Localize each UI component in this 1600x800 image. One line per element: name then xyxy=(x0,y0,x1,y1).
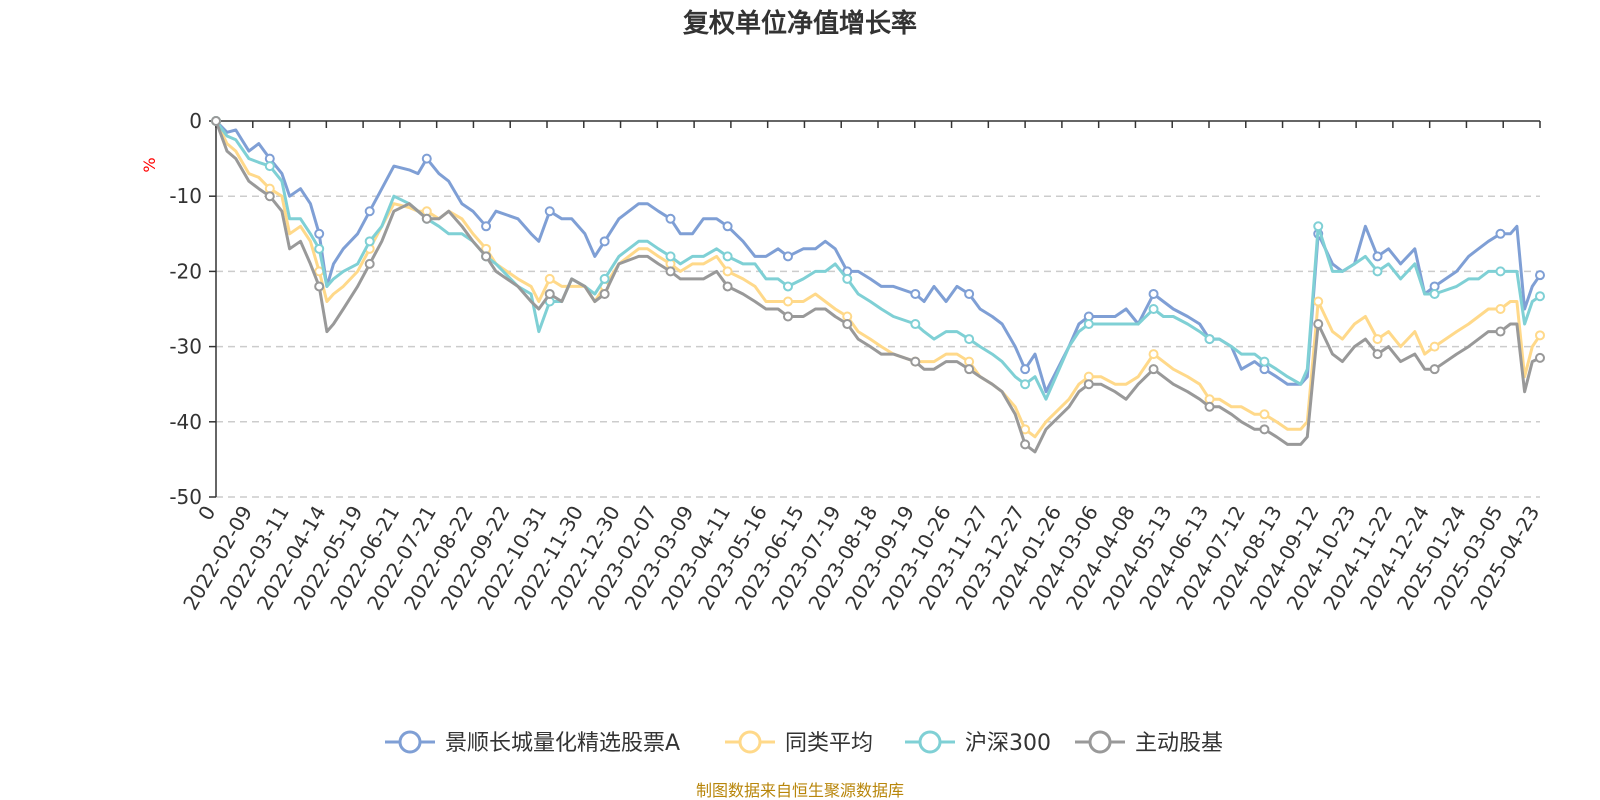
series-point xyxy=(1150,365,1158,373)
series-point xyxy=(1536,271,1544,279)
series-point xyxy=(1496,305,1504,313)
grid-lines xyxy=(216,196,1540,497)
series-line-1 xyxy=(216,121,1540,437)
series-point xyxy=(423,215,431,223)
series-point xyxy=(965,365,973,373)
legend-item-1[interactable]: 同类平均 xyxy=(725,731,873,756)
series-point xyxy=(667,252,675,260)
series-point xyxy=(1536,354,1544,362)
series-point xyxy=(1314,222,1322,230)
series-point xyxy=(1431,365,1439,373)
series-point xyxy=(965,290,973,298)
series-point xyxy=(315,230,323,238)
legend-swatch-marker xyxy=(400,732,420,752)
series-point xyxy=(1021,365,1029,373)
series-point xyxy=(1374,350,1382,358)
series-point xyxy=(1496,328,1504,336)
legend-swatch-marker xyxy=(1090,732,1110,752)
y-axis-unit-label: % xyxy=(140,157,159,172)
series-point xyxy=(724,267,732,275)
series-point xyxy=(911,358,919,366)
legend-label: 景顺长城量化精选股票A xyxy=(445,731,680,756)
legend-label: 主动股基 xyxy=(1135,731,1223,756)
series-point xyxy=(482,252,490,260)
axes: 0-10-20-30-40-5002022-02-092022-03-11202… xyxy=(169,109,1544,614)
legend-label: 同类平均 xyxy=(785,731,873,756)
series-lines xyxy=(212,117,1544,452)
legend-swatch-marker xyxy=(920,732,940,752)
series-point xyxy=(1260,358,1268,366)
y-tick-label: -30 xyxy=(169,335,202,359)
series-point xyxy=(1374,335,1382,343)
series-point xyxy=(1260,410,1268,418)
series-point xyxy=(965,335,973,343)
series-point xyxy=(1536,331,1544,339)
series-point xyxy=(601,290,609,298)
series-line-2 xyxy=(216,121,1540,399)
series-point xyxy=(366,260,374,268)
series-point xyxy=(1431,343,1439,351)
series-point xyxy=(1431,290,1439,298)
y-tick-label: -40 xyxy=(169,410,202,434)
series-point xyxy=(601,237,609,245)
series-point xyxy=(366,207,374,215)
legend-item-3[interactable]: 主动股基 xyxy=(1075,731,1223,756)
legend-swatch-marker xyxy=(740,732,760,752)
chart-title: 复权单位净值增长率 xyxy=(683,8,917,39)
series-point xyxy=(1085,380,1093,388)
series-point xyxy=(1150,305,1158,313)
series-point xyxy=(212,117,220,125)
series-point xyxy=(546,207,554,215)
series-point xyxy=(784,252,792,260)
series-point xyxy=(1150,350,1158,358)
series-point xyxy=(1021,440,1029,448)
legend-label: 沪深300 xyxy=(965,731,1051,756)
y-tick-label: -10 xyxy=(169,184,202,208)
series-point xyxy=(266,162,274,170)
legend[interactable]: 景顺长城量化精选股票A 同类平均 沪深300 主动股基 xyxy=(385,731,1223,756)
series-point xyxy=(784,297,792,305)
series-point xyxy=(482,222,490,230)
series-point xyxy=(601,275,609,283)
series-point xyxy=(546,275,554,283)
series-point xyxy=(911,290,919,298)
series-point xyxy=(315,282,323,290)
legend-item-2[interactable]: 沪深300 xyxy=(905,731,1051,756)
series-point xyxy=(843,275,851,283)
series-point xyxy=(315,245,323,253)
series-point xyxy=(911,320,919,328)
legend-item-0[interactable]: 景顺长城量化精选股票A xyxy=(385,731,680,756)
data-source-note: 制图数据来自恒生聚源数据库 xyxy=(696,781,904,800)
series-point xyxy=(1374,267,1382,275)
series-point xyxy=(1496,230,1504,238)
series-point xyxy=(784,282,792,290)
series-point xyxy=(1021,380,1029,388)
series-point xyxy=(1314,320,1322,328)
series-point xyxy=(724,252,732,260)
series-point xyxy=(1150,290,1158,298)
series-point xyxy=(667,267,675,275)
series-point xyxy=(724,222,732,230)
x-tick-label: 0 xyxy=(193,502,220,525)
y-tick-label: 0 xyxy=(189,109,202,133)
y-tick-label: -20 xyxy=(169,259,202,283)
series-point xyxy=(1374,252,1382,260)
series-point xyxy=(843,320,851,328)
series-point xyxy=(1206,335,1214,343)
series-point xyxy=(423,155,431,163)
series-point xyxy=(784,313,792,321)
series-point xyxy=(546,290,554,298)
series-point xyxy=(1206,403,1214,411)
series-point xyxy=(1314,297,1322,305)
series-point xyxy=(1536,292,1544,300)
series-point xyxy=(266,192,274,200)
series-point xyxy=(1260,425,1268,433)
series-point xyxy=(366,237,374,245)
series-point xyxy=(1085,320,1093,328)
series-point xyxy=(667,215,675,223)
series-point xyxy=(1496,267,1504,275)
series-point xyxy=(724,282,732,290)
